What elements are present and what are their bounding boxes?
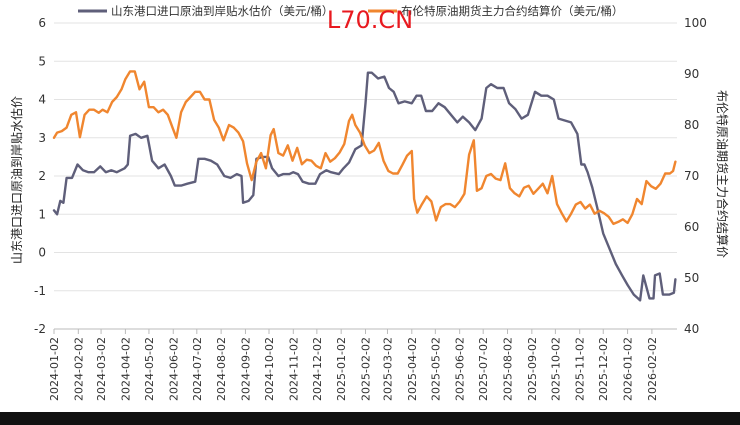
right-tick-label: 70 <box>684 169 699 183</box>
left-tick-label: -2 <box>34 322 46 336</box>
right-tick-label: 50 <box>684 271 699 285</box>
x-tick-label: 2024-03-02 <box>95 337 108 401</box>
x-tick-label: 2024-01-02 <box>48 337 61 401</box>
x-tick-label: 2025-06-02 <box>454 337 467 401</box>
x-tick-label: 2024-08-02 <box>215 337 228 401</box>
x-tick-label: 2024-12-02 <box>311 337 324 401</box>
x-tick-label: 2026-02-02 <box>646 337 659 401</box>
x-tick-label: 2025-02-02 <box>360 337 373 401</box>
x-tick-label: 2024-02-02 <box>72 337 85 401</box>
x-tick-label: 2024-10-02 <box>263 337 276 401</box>
x-tick-label: 2024-09-02 <box>239 337 252 401</box>
x-tick-label: 2025-05-02 <box>429 337 442 401</box>
series-line-discount <box>52 71 677 302</box>
x-tick-label: 2025-07-02 <box>477 337 490 401</box>
x-tick-label: 2025-01-02 <box>335 337 348 401</box>
left-tick-label: 5 <box>38 54 46 68</box>
bottom-bar <box>0 412 740 425</box>
x-tick-label: 2024-05-02 <box>143 337 156 401</box>
left-tick-label: 4 <box>38 93 46 107</box>
right-tick-label: 80 <box>684 118 699 132</box>
left-tick-label: 0 <box>38 246 46 260</box>
legend-label-brent: 布伦特原油期货主力合约结算价（美元/桶） <box>401 4 623 18</box>
left-tick-label: -1 <box>34 284 46 298</box>
x-axis: 2024-01-02 2024-02-02 2024-03-02 2024-04-02… <box>48 328 677 401</box>
series-line-brent <box>52 70 677 226</box>
right-axis-label: 布伦特原油期货主力合约结算价 <box>715 90 730 258</box>
x-tick-label: 2025-04-02 <box>406 337 419 401</box>
right-tick-label: 90 <box>684 67 699 81</box>
x-tick-label: 2025-11-02 <box>574 337 587 401</box>
left-tick-label: 2 <box>38 169 46 183</box>
x-tick-label: 2026-01-02 <box>622 337 635 401</box>
x-tick-label: 2025-03-02 <box>381 337 394 401</box>
left-tick-label: 3 <box>38 131 46 145</box>
left-tick-label: 6 <box>38 16 46 30</box>
legend-label-discount: 山东港口进口原油到岸贴水估价（美元/桶） <box>111 4 333 18</box>
left-tick-label: 1 <box>38 207 46 221</box>
series-layer <box>52 70 677 302</box>
legend-item-discount[interactable]: 山东港口进口原油到岸贴水估价（美元/桶） <box>78 4 333 18</box>
watermark: L70.CN <box>327 6 413 34</box>
right-tick-label: 100 <box>684 16 707 30</box>
x-tick-label: 2024-07-02 <box>191 337 204 401</box>
right-axis: 40 50 60 70 80 90 100 <box>684 16 707 336</box>
x-tick-label: 2025-08-02 <box>502 337 515 401</box>
right-tick-label: 40 <box>684 322 699 336</box>
left-axis: -2 -1 0 1 2 3 4 5 6 <box>34 16 46 336</box>
grid-lines <box>54 22 677 330</box>
x-tick-label: 2024-11-02 <box>287 337 300 401</box>
x-tick-label: 2025-10-02 <box>549 337 562 401</box>
legend-item-brent[interactable]: 布伦特原油期货主力合约结算价（美元/桶） <box>368 4 623 18</box>
x-tick-label: 2025-09-02 <box>526 337 539 401</box>
left-axis-label: 山东港口进口原油到岸贴水估价 <box>10 96 24 264</box>
x-tick-label: 2024-04-02 <box>119 337 132 401</box>
right-tick-label: 60 <box>684 220 699 234</box>
x-tick-label: 2024-06-02 <box>167 337 180 401</box>
x-tick-label: 2025-12-02 <box>597 337 610 401</box>
legend: 山东港口进口原油到岸贴水估价（美元/桶） 布伦特原油期货主力合约结算价（美元/桶… <box>78 4 623 18</box>
